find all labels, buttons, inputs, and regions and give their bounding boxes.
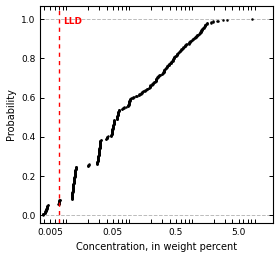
X-axis label: Concentration, in weight percent: Concentration, in weight percent	[76, 243, 237, 252]
Y-axis label: Probability: Probability	[6, 88, 16, 140]
Text: LLD: LLD	[63, 17, 82, 26]
